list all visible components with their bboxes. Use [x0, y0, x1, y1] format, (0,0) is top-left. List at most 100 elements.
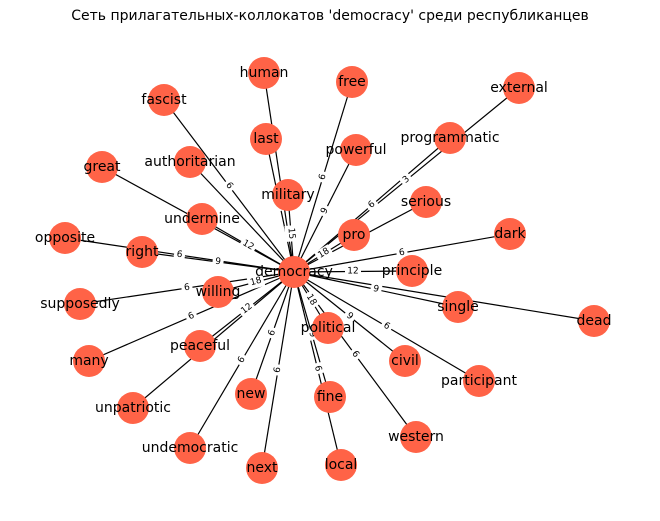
node-label-dead: dead — [577, 313, 612, 329]
node-western — [400, 421, 432, 453]
edge-weight-bg — [378, 318, 395, 335]
node-free — [336, 66, 368, 98]
node-unpatriotic — [117, 392, 149, 424]
node-label-fine: fine — [317, 389, 343, 405]
edge-weight-label: 6 — [267, 328, 278, 337]
edge-weight-label: 6 — [349, 349, 361, 360]
node-label-authoritarian: authoritarian — [144, 154, 235, 170]
edge-weight-free: 6 — [315, 169, 331, 185]
node-label-participant: participant — [441, 373, 518, 389]
node-label-dark: dark — [494, 226, 526, 242]
node-last — [250, 123, 282, 155]
node-undermine — [186, 203, 218, 235]
node-great — [86, 151, 118, 183]
edge-weight-bg — [395, 246, 409, 260]
edge-weight-undemocratic: 6 — [234, 352, 250, 368]
edge-weight-label: 6 — [317, 173, 328, 182]
edge-weight-label: 12 — [241, 238, 256, 252]
node-powerful — [340, 134, 372, 166]
edge-weight-participant: 6 — [378, 318, 395, 335]
node-label-single: single — [437, 299, 478, 315]
edge-weight-label: 9 — [319, 206, 331, 216]
edge-weight-bg — [398, 171, 415, 189]
node-label-unpatriotic: unpatriotic — [95, 400, 171, 416]
edge-weight-label: 15 — [286, 227, 297, 239]
edge-weight-label: 6 — [273, 366, 284, 374]
edge-weight-label: 12 — [347, 266, 359, 276]
edge-weight-bg — [301, 290, 321, 310]
node-participant — [463, 365, 495, 397]
node-authoritarian — [174, 146, 206, 178]
chart-title: Сеть прилагательных-коллокатов 'democrac… — [71, 8, 589, 24]
node-human — [248, 57, 280, 89]
edge-weight-bg — [184, 308, 199, 325]
node-label-great: great — [83, 159, 121, 175]
edge-weight-label: 6 — [312, 365, 323, 373]
node-supposedly — [64, 288, 96, 320]
node-label-external: external — [490, 80, 548, 96]
edge-weight-single: 9 — [369, 282, 383, 297]
edge-weight-opposite: 6 — [173, 248, 186, 262]
node-label-free: free — [338, 74, 366, 90]
edge-weight-principle: 12 — [344, 265, 362, 278]
nodes-layer: democracy human free external fascist last pow… — [35, 57, 612, 484]
edge-weight-label: 6 — [367, 199, 378, 210]
edge-weight-right: 9 — [211, 255, 225, 269]
edge-weight-bg — [310, 361, 325, 376]
edge-weight-label: 6 — [381, 321, 391, 333]
node-label-human: human — [240, 65, 289, 81]
node-dead — [578, 305, 610, 337]
node-peaceful — [184, 330, 216, 362]
edge-weight-bg — [173, 248, 186, 262]
edge-weight-bg — [238, 236, 258, 255]
node-military — [272, 179, 304, 211]
edge-human — [263, 72, 295, 273]
edge-weight-bg — [234, 352, 250, 368]
edge-weight-bg — [271, 363, 285, 377]
edge-weight-political: 18 — [301, 290, 321, 310]
edge-weight-bg — [315, 169, 331, 185]
node-new — [235, 378, 267, 410]
node-label-right: right — [126, 244, 159, 260]
edge-weight-label: 18 — [249, 276, 263, 289]
node-programmatic — [434, 122, 466, 154]
node-label-supposedly: supposedly — [40, 296, 119, 312]
node-label-serious: serious — [401, 194, 451, 210]
edge-weight-western: 6 — [346, 346, 364, 363]
edge-weight-label: 6 — [398, 248, 406, 259]
node-label-civil: civil — [391, 353, 419, 369]
edge-weight-bg — [246, 274, 266, 290]
node-right — [126, 236, 158, 268]
edge-weight-bg — [341, 308, 358, 325]
edge-weight-label: 3 — [401, 174, 412, 185]
node-label-many: many — [69, 353, 108, 369]
node-label-new: new — [237, 386, 266, 402]
edge-weight-civil: 9 — [341, 308, 358, 325]
node-opposite — [49, 222, 81, 254]
edge-weight-powerful: 9 — [317, 203, 333, 219]
node-label-military: military — [261, 187, 314, 203]
edge-weight-bg — [180, 281, 194, 295]
edge-dead — [293, 271, 595, 322]
node-fascist — [148, 84, 180, 116]
node-label-western: western — [388, 429, 444, 445]
node-label-powerful: powerful — [326, 142, 387, 158]
edge-weight-pro: 18 — [314, 244, 334, 263]
node-label-peaceful: peaceful — [170, 338, 230, 354]
node-dark — [494, 218, 526, 250]
node-political — [312, 312, 344, 344]
node-label-programmatic: programmatic — [400, 130, 499, 146]
node-next — [246, 452, 278, 484]
edge-weight-bg — [265, 325, 280, 341]
edge-weight-bg — [317, 203, 333, 219]
edge-weight-dark: 6 — [395, 246, 409, 260]
edge-weight-local: 6 — [310, 361, 325, 376]
node-label-opposite: opposite — [35, 230, 95, 246]
edge-weight-label: 6 — [183, 283, 190, 294]
node-label-political: political — [301, 320, 356, 336]
edge-weight-supposedly: 6 — [180, 281, 194, 295]
node-willing — [202, 276, 234, 308]
edge-weight-bg — [211, 255, 225, 269]
edge-weight-new: 6 — [265, 325, 280, 341]
